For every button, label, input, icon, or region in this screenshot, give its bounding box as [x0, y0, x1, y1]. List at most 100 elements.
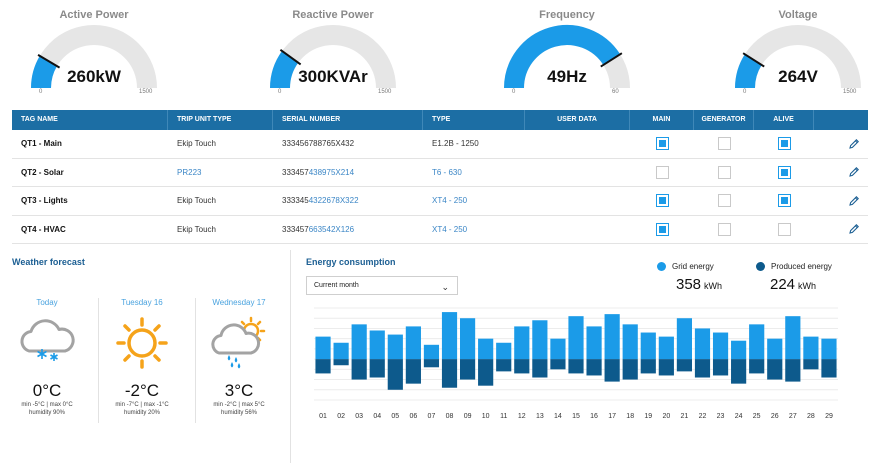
table-row: QT4 - HVAC Ekip Touch 333457 663542X126 XT4 …	[12, 216, 868, 244]
bar-grid-energy	[676, 318, 693, 360]
period-select-value: Current month	[314, 282, 359, 289]
day-name: Tuesday 16	[121, 298, 163, 307]
x-tick-label: 19	[644, 413, 652, 420]
grid-energy-unit: kWh	[704, 281, 723, 291]
grid-energy-number: 358	[676, 276, 702, 293]
x-tick-label: 15	[572, 413, 580, 420]
cell-actions	[814, 159, 868, 187]
header-user-data[interactable]: USER DATA	[525, 110, 630, 130]
grid-energy-dot	[657, 262, 666, 271]
bar-grid-energy	[749, 324, 765, 360]
cell-actions	[814, 216, 868, 244]
gauge-fill	[735, 54, 762, 89]
cell-user-data	[525, 159, 630, 187]
bar-produced-energy	[387, 359, 403, 390]
x-tick-label: 17	[608, 413, 616, 420]
main-checkbox[interactable]	[655, 137, 669, 151]
edit-pencil-icon[interactable]	[848, 223, 860, 235]
cell-tag-name: QT1 - Main	[21, 139, 62, 149]
gauge-min: 0	[512, 89, 516, 95]
gauge-needle	[600, 52, 623, 68]
bar-grid-energy	[622, 324, 638, 360]
bar-grid-energy	[405, 326, 421, 360]
generator-checkbox[interactable]	[717, 222, 731, 236]
cell-main	[630, 216, 694, 244]
main-checkbox[interactable]	[655, 222, 669, 236]
cell-user-data	[525, 130, 630, 158]
gauge-value: 260kW	[67, 67, 121, 86]
header-main[interactable]: MAIN	[630, 110, 694, 130]
edit-pencil-icon[interactable]	[848, 166, 860, 178]
period-select[interactable]: Current month ⌄	[306, 276, 458, 295]
cell-tag-name: QT4 - HVAC	[21, 224, 66, 234]
bar-grid-energy	[478, 338, 494, 360]
legend-grid: Grid energy	[657, 262, 714, 271]
grid-energy-value: 358 kWh	[676, 276, 722, 293]
bar-produced-energy	[821, 359, 837, 378]
bar-produced-energy	[785, 359, 801, 382]
header-generator[interactable]: GENERATOR	[694, 110, 754, 130]
energy-title: Energy consumption	[306, 257, 396, 267]
bar-produced-energy	[423, 359, 440, 368]
cell-type[interactable]: T6 - 630	[432, 167, 462, 177]
bar-produced-energy	[749, 359, 765, 374]
forecast-day: Tuesday 16 -2°C min -7°C | max -1°C humidit…	[99, 298, 185, 417]
bar-produced-energy	[459, 359, 476, 380]
edit-pencil-icon[interactable]	[848, 195, 860, 207]
header-actions	[814, 110, 868, 130]
bar-produced-energy	[731, 359, 747, 384]
gauge-fill	[504, 25, 621, 89]
cell-generator	[694, 130, 754, 158]
edit-pencil-icon[interactable]	[848, 138, 860, 150]
bar-produced-energy	[514, 359, 530, 374]
x-tick-label: 25	[753, 413, 761, 420]
header-trip-unit-type[interactable]: TRIP UNIT TYPE	[168, 110, 273, 130]
bar-grid-energy	[315, 336, 331, 360]
cell-alive	[754, 159, 814, 187]
generator-checkbox[interactable]	[717, 137, 731, 151]
main-checkbox[interactable]	[655, 194, 669, 208]
gauge-title: Active Power	[59, 9, 129, 21]
x-tick-label: 13	[536, 413, 544, 420]
x-tick-label: 12	[518, 413, 526, 420]
forecast-day: Today 0°C min -5°C | max 0°C humidity 90%	[4, 298, 90, 417]
produced-energy-value: 224 kWh	[770, 276, 816, 293]
cell-trip-unit[interactable]: PR223	[177, 167, 202, 177]
gauge-max: 1500	[139, 89, 153, 95]
alive-checkbox[interactable]	[777, 165, 791, 179]
bar-grid-energy	[369, 330, 385, 360]
generator-checkbox[interactable]	[717, 194, 731, 208]
bar-produced-energy	[803, 359, 819, 370]
bar-produced-energy	[315, 359, 331, 374]
cell-main	[630, 187, 694, 215]
forecast-day: Wednesday 17 3°C min -2°C | max 5°C humidit…	[196, 298, 282, 417]
header-type[interactable]: TYPE	[423, 110, 525, 130]
bar-grid-energy	[785, 316, 801, 360]
gauge-max: 60	[612, 89, 619, 95]
alive-checkbox[interactable]	[777, 222, 791, 236]
generator-checkbox[interactable]	[717, 165, 731, 179]
bar-grid-energy	[333, 342, 349, 360]
header-serial-number[interactable]: SERIAL NUMBER	[273, 110, 423, 130]
cell-alive	[754, 187, 814, 215]
day-temperature: -2°C	[124, 381, 160, 400]
x-tick-label: 04	[373, 413, 381, 420]
weather-title: Weather forecast	[12, 257, 85, 267]
cell-type[interactable]: XT4 - 250	[432, 224, 468, 234]
bar-grid-energy	[586, 326, 602, 360]
alive-checkbox[interactable]	[777, 194, 791, 208]
serial-prefix: 333457	[282, 167, 309, 177]
bar-produced-energy	[478, 359, 494, 386]
gauge-needle	[37, 54, 61, 69]
main-checkbox[interactable]	[655, 165, 669, 179]
header-tag-name[interactable]: TAG NAME	[12, 110, 168, 130]
bar-produced-energy	[496, 359, 512, 372]
x-tick-label: 09	[464, 413, 472, 420]
cell-main	[630, 130, 694, 158]
alive-checkbox[interactable]	[777, 137, 791, 151]
x-tick-label: 28	[807, 413, 815, 420]
cell-type[interactable]: XT4 - 250	[432, 196, 468, 206]
header-alive[interactable]: ALIVE	[754, 110, 814, 130]
x-tick-label: 22	[699, 413, 707, 420]
bar-produced-energy	[712, 359, 729, 376]
